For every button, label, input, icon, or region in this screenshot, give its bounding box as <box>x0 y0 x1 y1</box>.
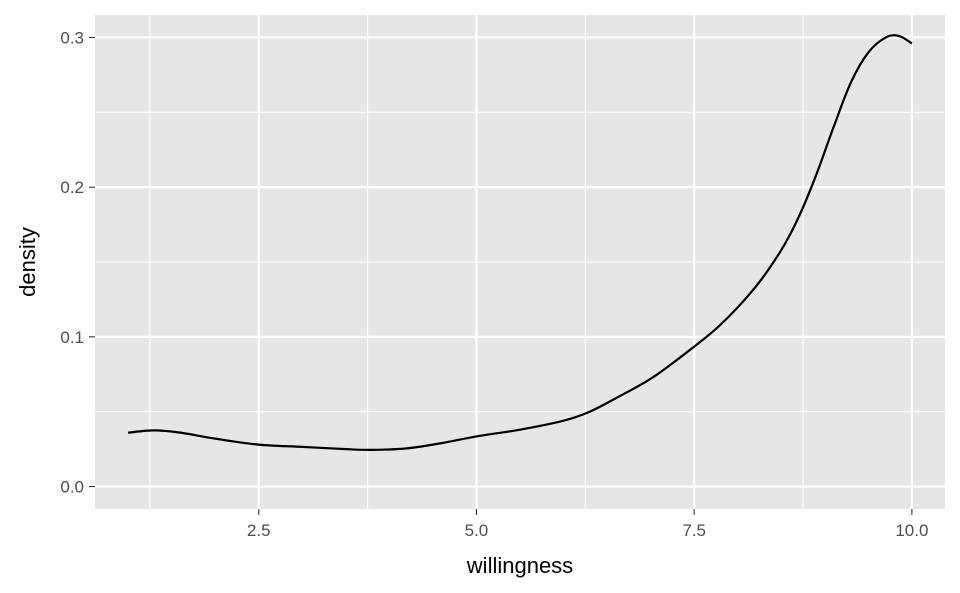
x-tick-label: 10.0 <box>895 521 928 540</box>
y-axis-ticks: 0.0 0.1 0.2 0.3 <box>60 28 95 497</box>
x-tick-label: 5.0 <box>465 521 489 540</box>
y-tick-label: 0.2 <box>60 178 84 197</box>
y-tick-label: 0.0 <box>60 478 84 497</box>
minor-gridlines <box>95 15 945 509</box>
x-tick-label: 2.5 <box>247 521 271 540</box>
density-curve <box>127 34 913 451</box>
x-tick-label: 7.5 <box>682 521 706 540</box>
y-axis-title: density <box>15 227 40 297</box>
y-tick-label: 0.1 <box>60 328 84 347</box>
major-gridlines <box>95 15 945 509</box>
x-axis-title: willingness <box>466 553 573 578</box>
y-tick-label: 0.3 <box>60 28 84 47</box>
x-axis-ticks: 2.5 5.0 7.5 10.0 <box>247 509 928 540</box>
